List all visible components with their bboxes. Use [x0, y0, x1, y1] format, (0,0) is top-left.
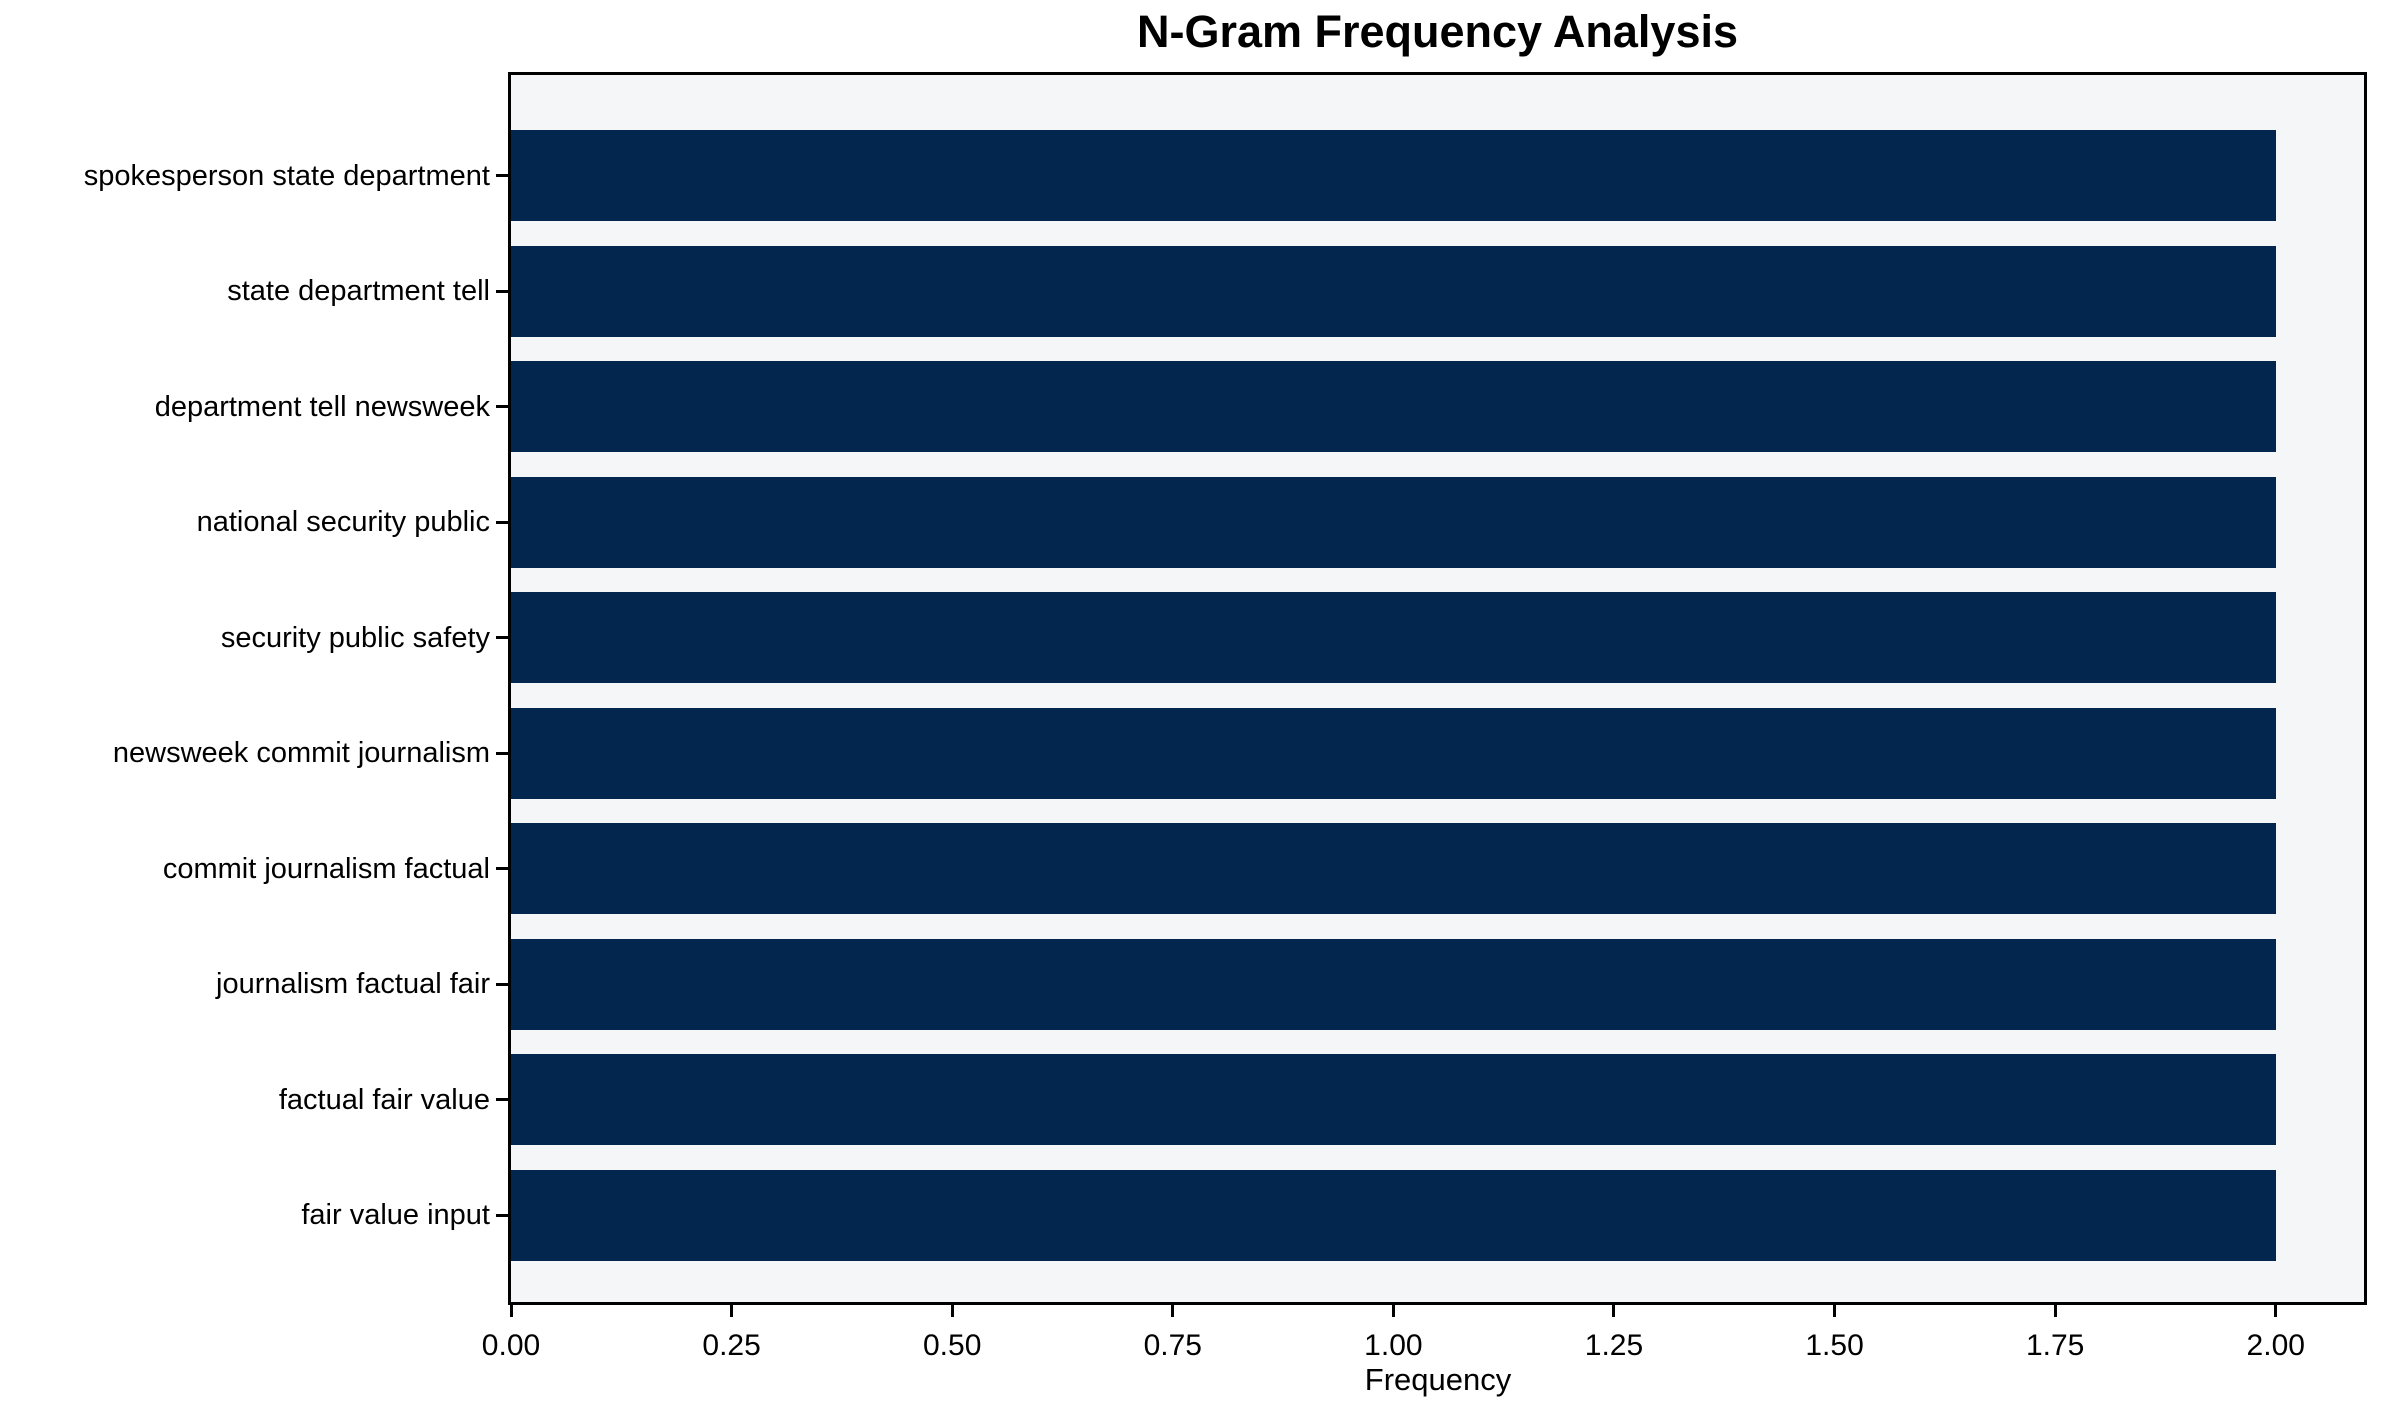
bar-0: [511, 130, 2276, 221]
x-tick-label: 1.00: [1364, 1329, 1423, 1362]
x-tick-label: 1.75: [2025, 1329, 2085, 1362]
y-tick-mark: [496, 289, 508, 293]
y-tick-label: commit journalism factual: [162, 852, 490, 885]
bar-7: [511, 938, 2276, 1030]
x-tick-label: 2.00: [2246, 1329, 2305, 1362]
y-tick-label: department tell newsweek: [154, 390, 490, 423]
bar-6: [511, 823, 2276, 914]
plot-area: [508, 72, 2367, 1305]
y-tick-mark: [496, 867, 508, 870]
y-tick-label: spokesperson state department: [83, 159, 490, 192]
bar-8: [511, 1054, 2276, 1145]
x-tick-mark: [1833, 1305, 1837, 1317]
y-tick-label: journalism factual fair: [216, 968, 490, 1000]
x-tick-mark: [1171, 1305, 1175, 1317]
bar-1: [511, 245, 2276, 337]
bar-5: [511, 707, 2276, 799]
x-axis-label: Frequency: [1364, 1362, 1512, 1397]
x-tick-label: 0.00: [481, 1329, 541, 1362]
x-tick-label: 1.25: [1584, 1329, 1644, 1362]
y-tick-mark: [496, 1098, 508, 1101]
bar-3: [511, 476, 2276, 568]
bar-4: [511, 592, 2276, 683]
chart-title: N-Gram Frequency Analysis: [1136, 6, 1739, 57]
x-tick-mark: [2053, 1305, 2057, 1317]
x-tick-mark: [950, 1305, 954, 1317]
y-tick-label: factual fair value: [278, 1083, 490, 1116]
y-tick-mark: [496, 405, 508, 408]
y-tick-label: national security public: [196, 506, 490, 538]
x-tick-label: 0.25: [702, 1329, 761, 1362]
y-tick-mark: [496, 174, 508, 177]
bar-9: [511, 1169, 2276, 1261]
x-tick-label: 0.50: [922, 1329, 982, 1362]
bar-2: [511, 361, 2276, 452]
x-tick-mark: [2274, 1305, 2278, 1317]
x-tick-mark: [1612, 1305, 1616, 1317]
y-tick-label: fair value input: [301, 1199, 490, 1231]
x-tick-mark: [730, 1305, 734, 1317]
y-tick-mark: [496, 1213, 508, 1217]
x-tick-mark: [1391, 1305, 1395, 1317]
x-tick-label: 1.50: [1805, 1329, 1864, 1362]
y-tick-label: state department tell: [227, 275, 490, 307]
y-tick-label: security public safety: [220, 621, 490, 654]
y-tick-mark: [496, 636, 508, 639]
y-tick-label: newsweek commit journalism: [112, 737, 490, 769]
x-tick-mark: [509, 1305, 513, 1317]
y-tick-mark: [496, 520, 508, 524]
y-tick-mark: [496, 982, 508, 986]
x-tick-label: 0.75: [1143, 1329, 1202, 1362]
y-tick-mark: [496, 751, 508, 755]
